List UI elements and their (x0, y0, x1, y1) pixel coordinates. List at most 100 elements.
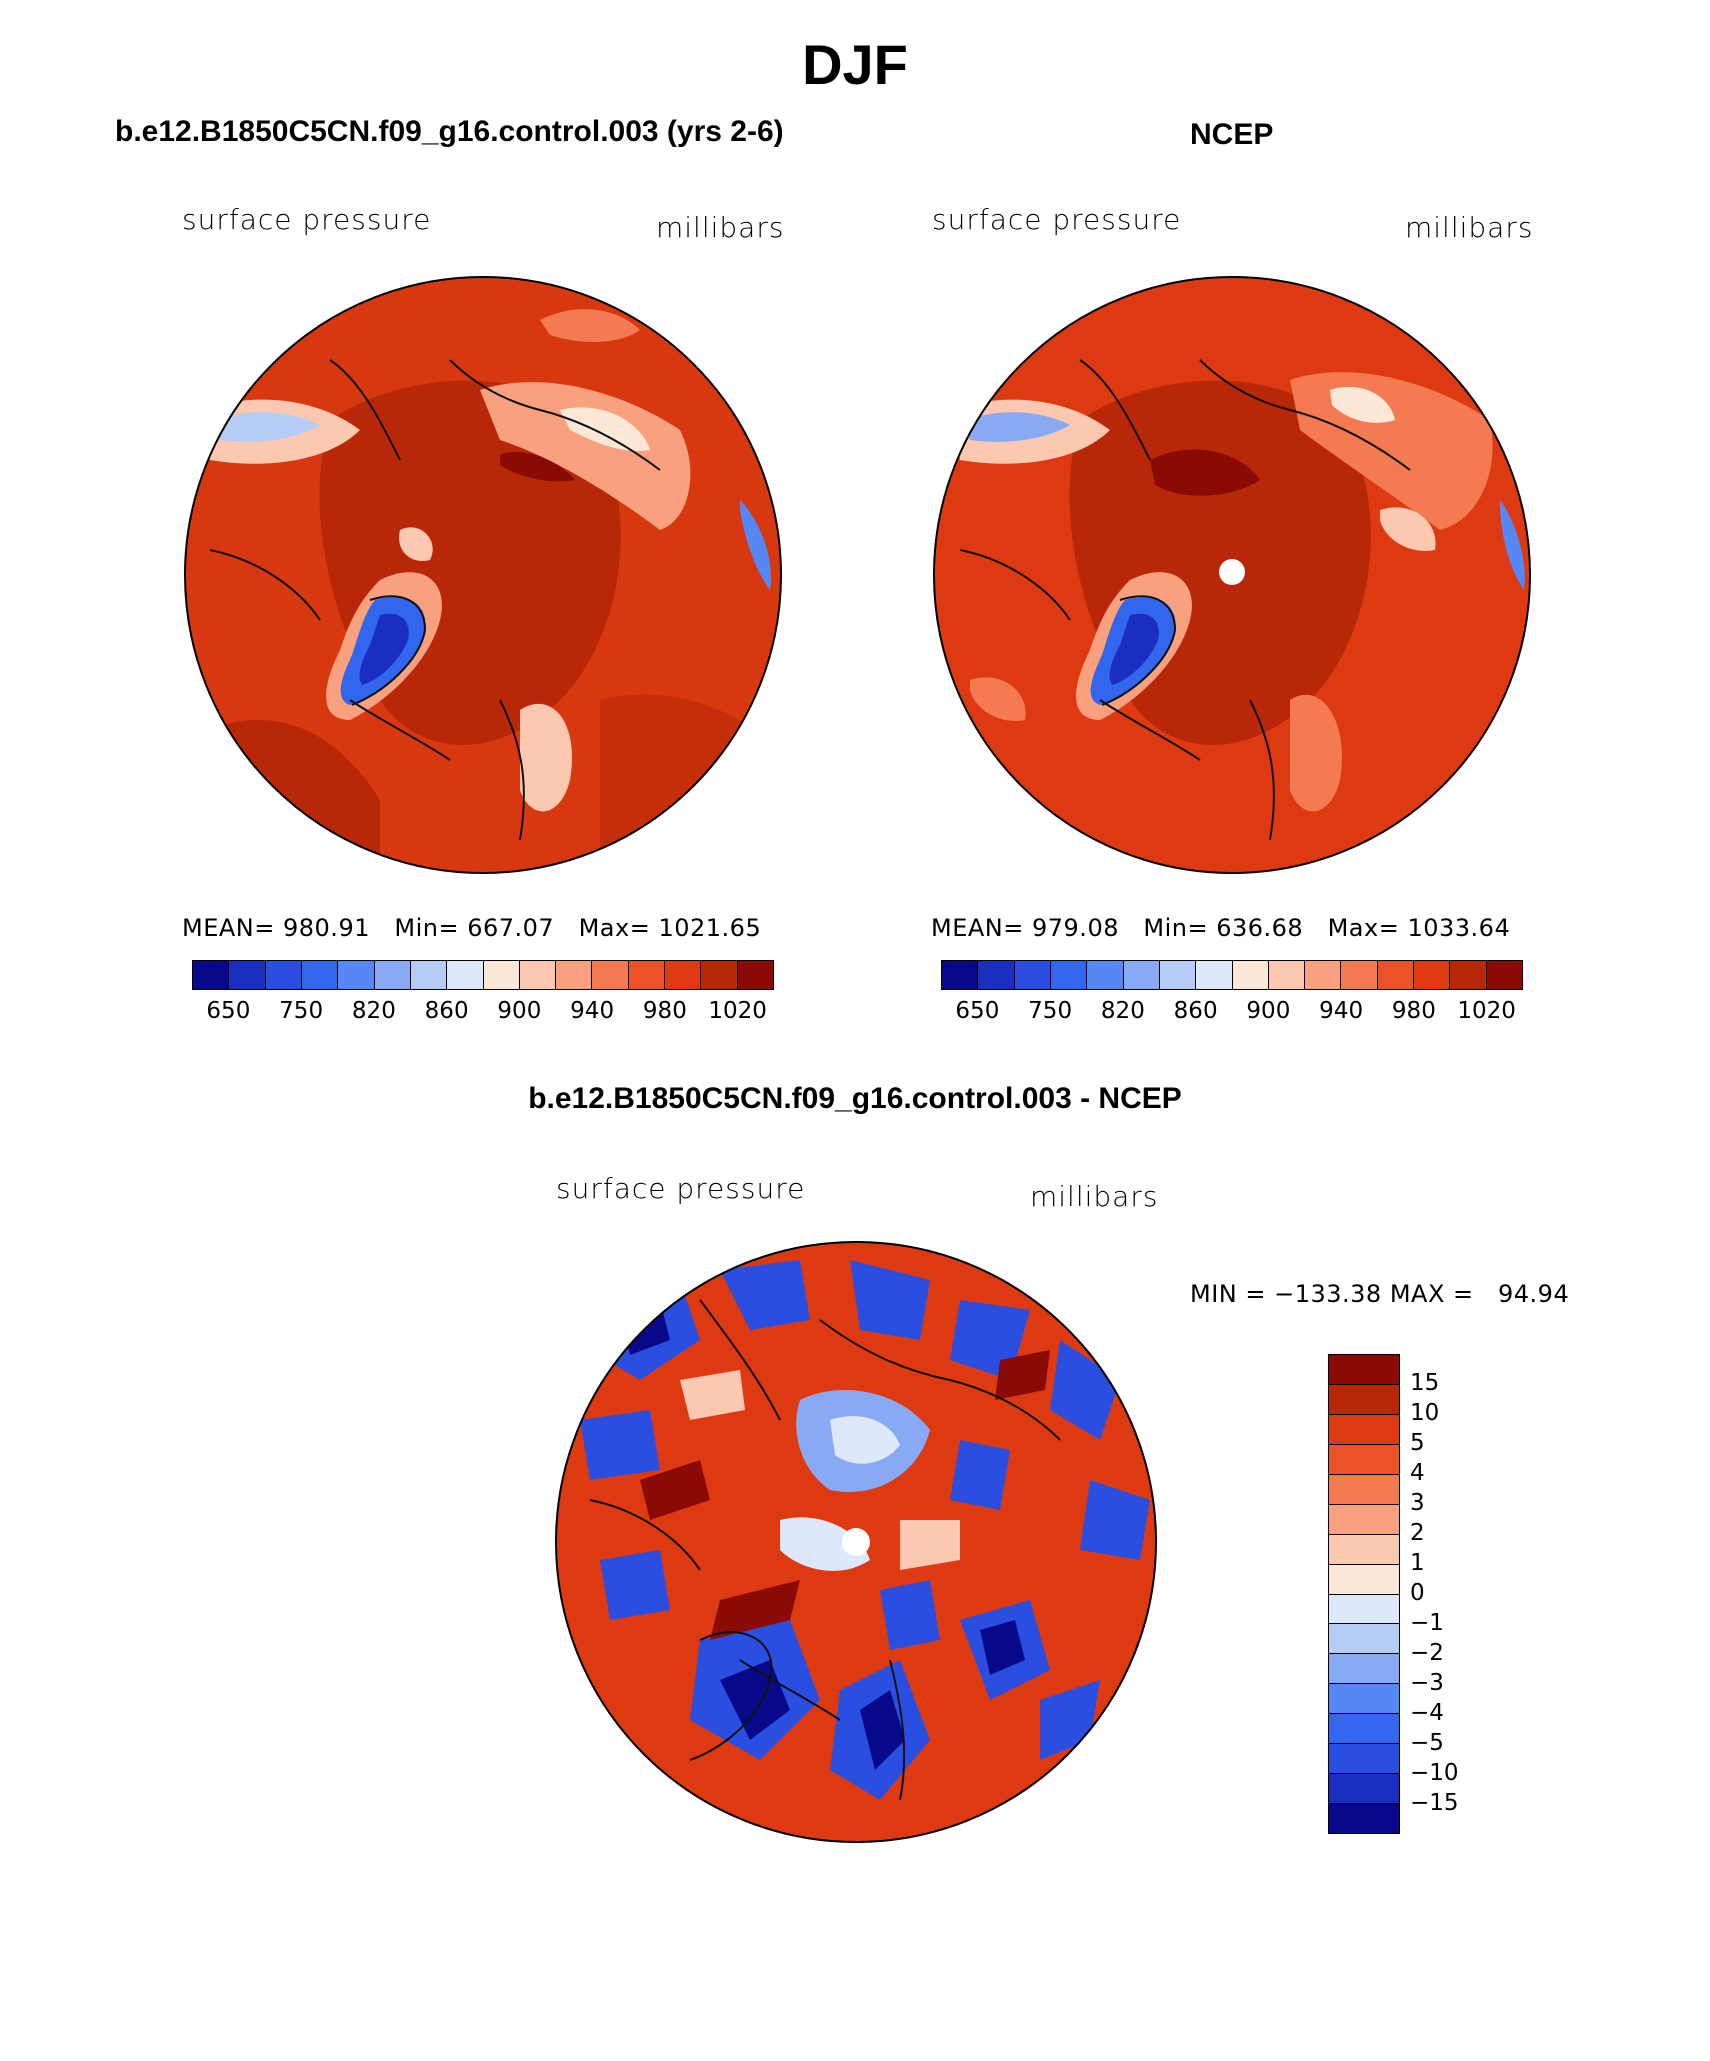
model-colorbar-swatch (519, 961, 557, 989)
difference-units-label: millibars (1030, 1180, 1159, 1213)
difference-colorbar-tick-label: −1 (1410, 1610, 1444, 1636)
model-colorbar-swatch (592, 961, 629, 989)
model-colorbar-swatch (229, 961, 266, 989)
difference-colorbar-tick-label: 10 (1410, 1400, 1440, 1426)
obs-colorbar-swatch (1486, 961, 1522, 989)
model-colorbar (192, 960, 774, 990)
model-colorbar-tick-label: 900 (497, 998, 542, 1024)
obs-colorbar-swatch (1450, 961, 1487, 989)
difference-minmax: MIN = −133.38 MAX = 94.94 (1190, 1280, 1570, 1308)
obs-colorbar-tick-label: 980 (1391, 998, 1436, 1024)
obs-colorbar-swatch (1232, 961, 1269, 989)
difference-colorbar-swatch (1329, 1714, 1399, 1745)
model-colorbar-tick-label: 750 (279, 998, 324, 1024)
model-colorbar-ticks: 650 750 820 860 900 940 980 1020 (192, 998, 774, 1028)
difference-colorbar-swatch (1329, 1444, 1399, 1475)
obs-colorbar (941, 960, 1523, 990)
obs-colorbar-swatch (1341, 961, 1378, 989)
obs-colorbar-swatch (1414, 961, 1451, 989)
obs-colorbar-swatch (1050, 961, 1088, 989)
model-colorbar-swatch (483, 961, 520, 989)
difference-colorbar-swatch (1329, 1744, 1399, 1775)
difference-colorbar-tick-label: 1 (1410, 1550, 1425, 1576)
model-variable-label: surface pressure (182, 203, 432, 236)
model-min-value: 667.07 (467, 914, 555, 942)
model-colorbar-tick-label: 980 (642, 998, 687, 1024)
obs-colorbar-swatch (1196, 961, 1233, 989)
obs-colorbar-swatch (1268, 961, 1306, 989)
difference-colorbar-tick-label: 5 (1410, 1430, 1425, 1456)
difference-colorbar-swatch (1329, 1654, 1399, 1685)
difference-panel-title: b.e12.B1850C5CN.f09_g16.control.003 - NC… (528, 1082, 1182, 1115)
model-colorbar-swatch (374, 961, 411, 989)
model-colorbar-swatch (737, 961, 773, 989)
difference-colorbar-tick-label: −3 (1410, 1670, 1444, 1696)
difference-colorbar-swatch (1329, 1384, 1399, 1415)
obs-colorbar-tick-label: 650 (955, 998, 1000, 1024)
obs-colorbar-tick-label: 820 (1100, 998, 1145, 1024)
obs-colorbar-tick-label: 750 (1028, 998, 1073, 1024)
figure-title: DJF (802, 33, 908, 96)
obs-colorbar-tick-label: 940 (1319, 998, 1364, 1024)
difference-colorbar-tick-label: 15 (1410, 1370, 1440, 1396)
difference-variable-label: surface pressure (556, 1172, 806, 1205)
model-colorbar-swatch (338, 961, 375, 989)
difference-colorbar-swatch (1329, 1355, 1399, 1385)
difference-colorbar-tick-label: −2 (1410, 1640, 1444, 1666)
obs-colorbar-swatch (1087, 961, 1124, 989)
obs-colorbar-swatch (1377, 961, 1415, 989)
difference-colorbar-tick-label: −4 (1410, 1700, 1444, 1726)
model-colorbar-tick-label: 650 (206, 998, 251, 1024)
obs-variable-label: surface pressure (932, 203, 1182, 236)
model-stats: MEAN= 980.91 Min= 667.07 Max= 1021.65 (182, 914, 762, 942)
difference-colorbar-ticks: 15 10 5 4 3 2 1 0 −1 −2 −3 −4 −5 −10 −15 (1410, 1354, 1510, 1834)
difference-colorbar-swatch (1329, 1504, 1399, 1535)
difference-colorbar-swatch (1329, 1804, 1399, 1833)
model-colorbar-swatch (410, 961, 448, 989)
model-colorbar-tick-label: 1020 (708, 998, 767, 1024)
model-panel-title: b.e12.B1850C5CN.f09_g16.control.003 (yrs… (115, 115, 784, 148)
model-colorbar-swatch (556, 961, 593, 989)
obs-panel-title: NCEP (1190, 118, 1274, 151)
obs-mean-value: 979.08 (1032, 914, 1119, 942)
model-colorbar-swatch (193, 961, 230, 989)
obs-min-value: 636.68 (1216, 914, 1304, 942)
obs-colorbar-ticks: 650 750 820 860 900 940 980 1020 (941, 998, 1523, 1028)
obs-colorbar-swatch (942, 961, 979, 989)
obs-colorbar-swatch (978, 961, 1015, 989)
model-colorbar-swatch (265, 961, 302, 989)
obs-colorbar-tick-label: 900 (1246, 998, 1291, 1024)
model-colorbar-swatch (665, 961, 702, 989)
model-mean-value: 980.91 (283, 914, 370, 942)
difference-colorbar-tick-label: 4 (1410, 1460, 1425, 1486)
obs-colorbar-swatch (1159, 961, 1197, 989)
obs-colorbar-swatch (1014, 961, 1051, 989)
obs-colorbar-swatch (1305, 961, 1342, 989)
obs-units-label: millibars (1405, 211, 1534, 244)
difference-colorbar-tick-label: 2 (1410, 1520, 1425, 1546)
difference-colorbar-swatch (1329, 1594, 1399, 1625)
difference-colorbar-swatch (1329, 1414, 1399, 1445)
model-colorbar-tick-label: 940 (570, 998, 615, 1024)
obs-colorbar-tick-label: 860 (1173, 998, 1218, 1024)
model-units-label: millibars (656, 211, 785, 244)
difference-colorbar-swatch (1329, 1564, 1399, 1595)
difference-colorbar-tick-label: 3 (1410, 1490, 1425, 1516)
difference-colorbar-swatch (1329, 1774, 1399, 1805)
model-colorbar-swatch (447, 961, 484, 989)
obs-stats: MEAN= 979.08 Min= 636.68 Max= 1033.64 (931, 914, 1511, 942)
difference-colorbar-swatch (1329, 1624, 1399, 1655)
difference-colorbar-tick-label: −10 (1410, 1760, 1459, 1786)
model-colorbar-tick-label: 860 (424, 998, 469, 1024)
obs-max-value: 1033.64 (1407, 914, 1511, 942)
difference-colorbar-swatch (1329, 1534, 1399, 1565)
difference-colorbar (1328, 1354, 1400, 1834)
obs-colorbar-tick-label: 1020 (1457, 998, 1516, 1024)
model-colorbar-swatch (628, 961, 666, 989)
obs-colorbar-swatch (1123, 961, 1160, 989)
model-colorbar-swatch (701, 961, 738, 989)
difference-colorbar-swatch (1329, 1474, 1399, 1505)
model-colorbar-swatch (301, 961, 339, 989)
difference-colorbar-tick-label: 0 (1410, 1580, 1425, 1606)
difference-colorbar-tick-label: −15 (1410, 1790, 1459, 1816)
